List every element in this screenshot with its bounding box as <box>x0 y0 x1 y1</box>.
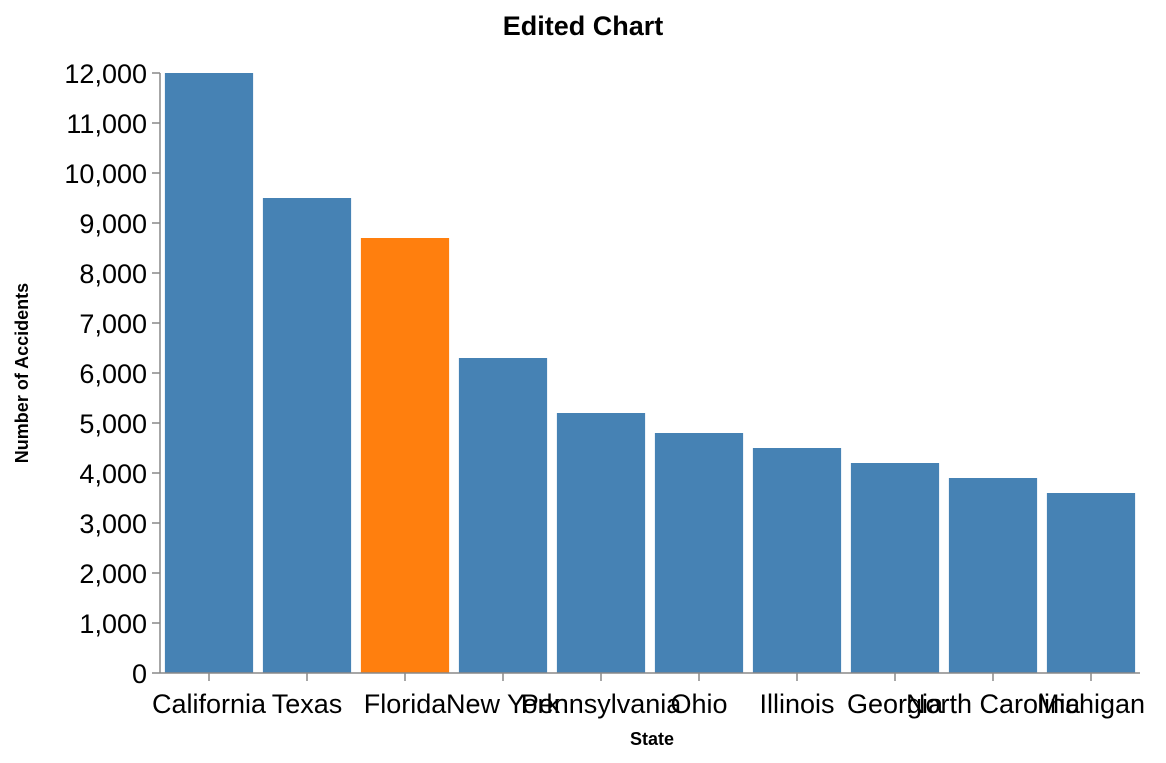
x-tick-label: North Carolina <box>906 689 1081 719</box>
y-tick-label: 1,000 <box>79 609 147 639</box>
x-tick-label: California <box>152 689 267 719</box>
bar-north-carolina <box>948 478 1038 673</box>
y-tick-label: 5,000 <box>79 409 147 439</box>
y-axis: 0 1,000 2,000 3,000 4,000 5,000 6,000 7,000 8,00… <box>64 59 161 689</box>
bar-pennsylvania <box>556 413 646 673</box>
bar-california <box>164 73 254 673</box>
y-tick-label: 11,000 <box>66 109 147 139</box>
y-tick-label: 10,000 <box>64 159 147 189</box>
y-tick-label: 12,000 <box>64 59 147 89</box>
y-tick-label: 4,000 <box>79 459 147 489</box>
bar-michigan <box>1046 493 1136 673</box>
x-axis: California Texas Florida New YorkPennsylvan… <box>152 672 1145 719</box>
bars <box>164 73 1136 673</box>
x-tick-label: Michigan <box>1037 689 1145 719</box>
bar-texas <box>262 198 352 673</box>
bar-georgia <box>850 463 940 673</box>
y-tick-label: 9,000 <box>79 209 147 239</box>
y-tick-label: 8,000 <box>79 259 147 289</box>
x-tick-label: Pennsylvania <box>521 689 683 719</box>
x-tick-label: Ohio <box>670 689 727 719</box>
chart-title: Edited Chart <box>503 11 664 41</box>
x-tick-label: New York <box>446 689 561 719</box>
y-tick-label: 3,000 <box>79 509 147 539</box>
x-tick-label: Texas <box>272 689 343 719</box>
bar-illinois <box>752 448 842 673</box>
y-tick-label: 0 <box>132 659 147 689</box>
x-tick-label: Illinois <box>759 689 834 719</box>
x-tick-label: Florida <box>364 689 448 719</box>
bar-florida <box>360 238 450 673</box>
y-tick-label: 6,000 <box>79 359 147 389</box>
y-tick-label: 7,000 <box>79 309 147 339</box>
x-tick-label: Georgia <box>847 689 944 719</box>
y-tick-label: 2,000 <box>79 559 147 589</box>
y-axis-title: Number of Accidents <box>12 283 32 463</box>
bar-new-york <box>458 358 548 673</box>
x-axis-title: State <box>630 729 674 749</box>
bar-ohio <box>654 433 744 673</box>
